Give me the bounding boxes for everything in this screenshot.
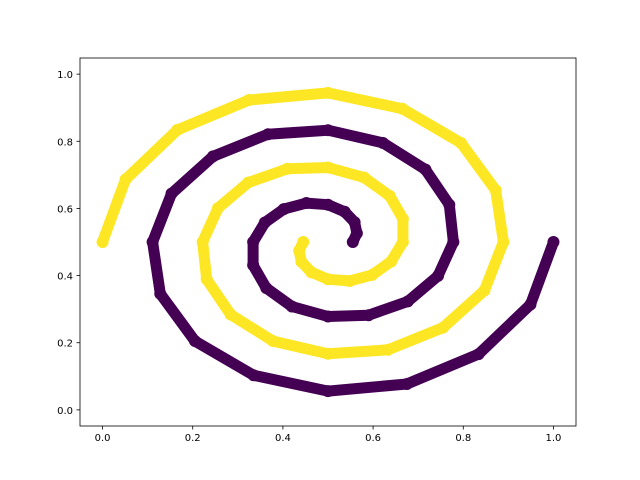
point — [396, 212, 409, 225]
y-tick-label: 0.4 — [57, 272, 73, 283]
point — [262, 128, 275, 141]
point — [432, 269, 445, 282]
y-tick-label: 0.2 — [57, 339, 73, 350]
point — [224, 308, 237, 321]
y-tick-label: 0.6 — [57, 204, 73, 215]
point — [362, 309, 375, 322]
point — [524, 298, 537, 311]
point — [343, 274, 356, 287]
point — [266, 335, 279, 348]
point — [260, 282, 273, 294]
point — [322, 310, 334, 323]
point — [322, 161, 334, 174]
x-tick-label: 0.6 — [365, 433, 381, 444]
point — [305, 266, 318, 279]
point — [196, 236, 209, 248]
point — [277, 203, 290, 216]
x-tick-label: 0.0 — [95, 433, 111, 444]
point — [247, 236, 260, 248]
point — [243, 93, 256, 106]
point — [322, 86, 334, 99]
y-tick-label: 1.0 — [57, 70, 73, 81]
point — [295, 255, 308, 268]
point — [247, 259, 260, 272]
point — [396, 102, 409, 115]
point — [281, 162, 294, 175]
point — [211, 202, 224, 215]
point — [322, 385, 334, 398]
point — [119, 173, 132, 186]
point — [350, 227, 363, 240]
y-tick-label: 0.0 — [57, 406, 73, 417]
point — [207, 150, 220, 163]
point — [396, 236, 409, 248]
point — [348, 216, 361, 229]
point — [478, 284, 491, 297]
x-tick-label: 0.4 — [275, 433, 291, 444]
x-tick-label: 0.2 — [185, 433, 201, 444]
point — [358, 171, 371, 184]
x-tick-label: 1.0 — [546, 433, 562, 444]
point — [381, 343, 394, 356]
point — [547, 236, 560, 248]
point — [165, 187, 178, 200]
point — [285, 300, 298, 313]
point — [188, 335, 201, 348]
point — [443, 198, 456, 211]
point — [146, 236, 159, 248]
point — [436, 321, 449, 334]
point — [385, 255, 398, 268]
point — [489, 184, 502, 197]
point — [242, 176, 255, 189]
point — [447, 236, 460, 248]
point — [322, 198, 334, 211]
point — [258, 216, 271, 229]
point — [419, 163, 432, 176]
point — [171, 123, 184, 136]
point — [377, 136, 390, 149]
point — [200, 273, 213, 286]
point — [247, 369, 260, 382]
point — [293, 244, 306, 257]
plot-frame — [79, 57, 577, 427]
point — [322, 273, 334, 286]
point — [455, 136, 468, 149]
point — [154, 287, 167, 300]
point — [472, 348, 485, 361]
point — [401, 295, 414, 308]
point — [383, 190, 396, 202]
point — [300, 197, 313, 210]
point — [322, 347, 334, 360]
point — [497, 236, 510, 248]
y-tick-label: 0.8 — [57, 137, 73, 148]
point — [96, 236, 109, 248]
point — [322, 124, 334, 137]
point — [400, 378, 413, 391]
point — [338, 205, 351, 218]
point — [366, 268, 379, 281]
x-tick-label: 0.8 — [455, 433, 471, 444]
